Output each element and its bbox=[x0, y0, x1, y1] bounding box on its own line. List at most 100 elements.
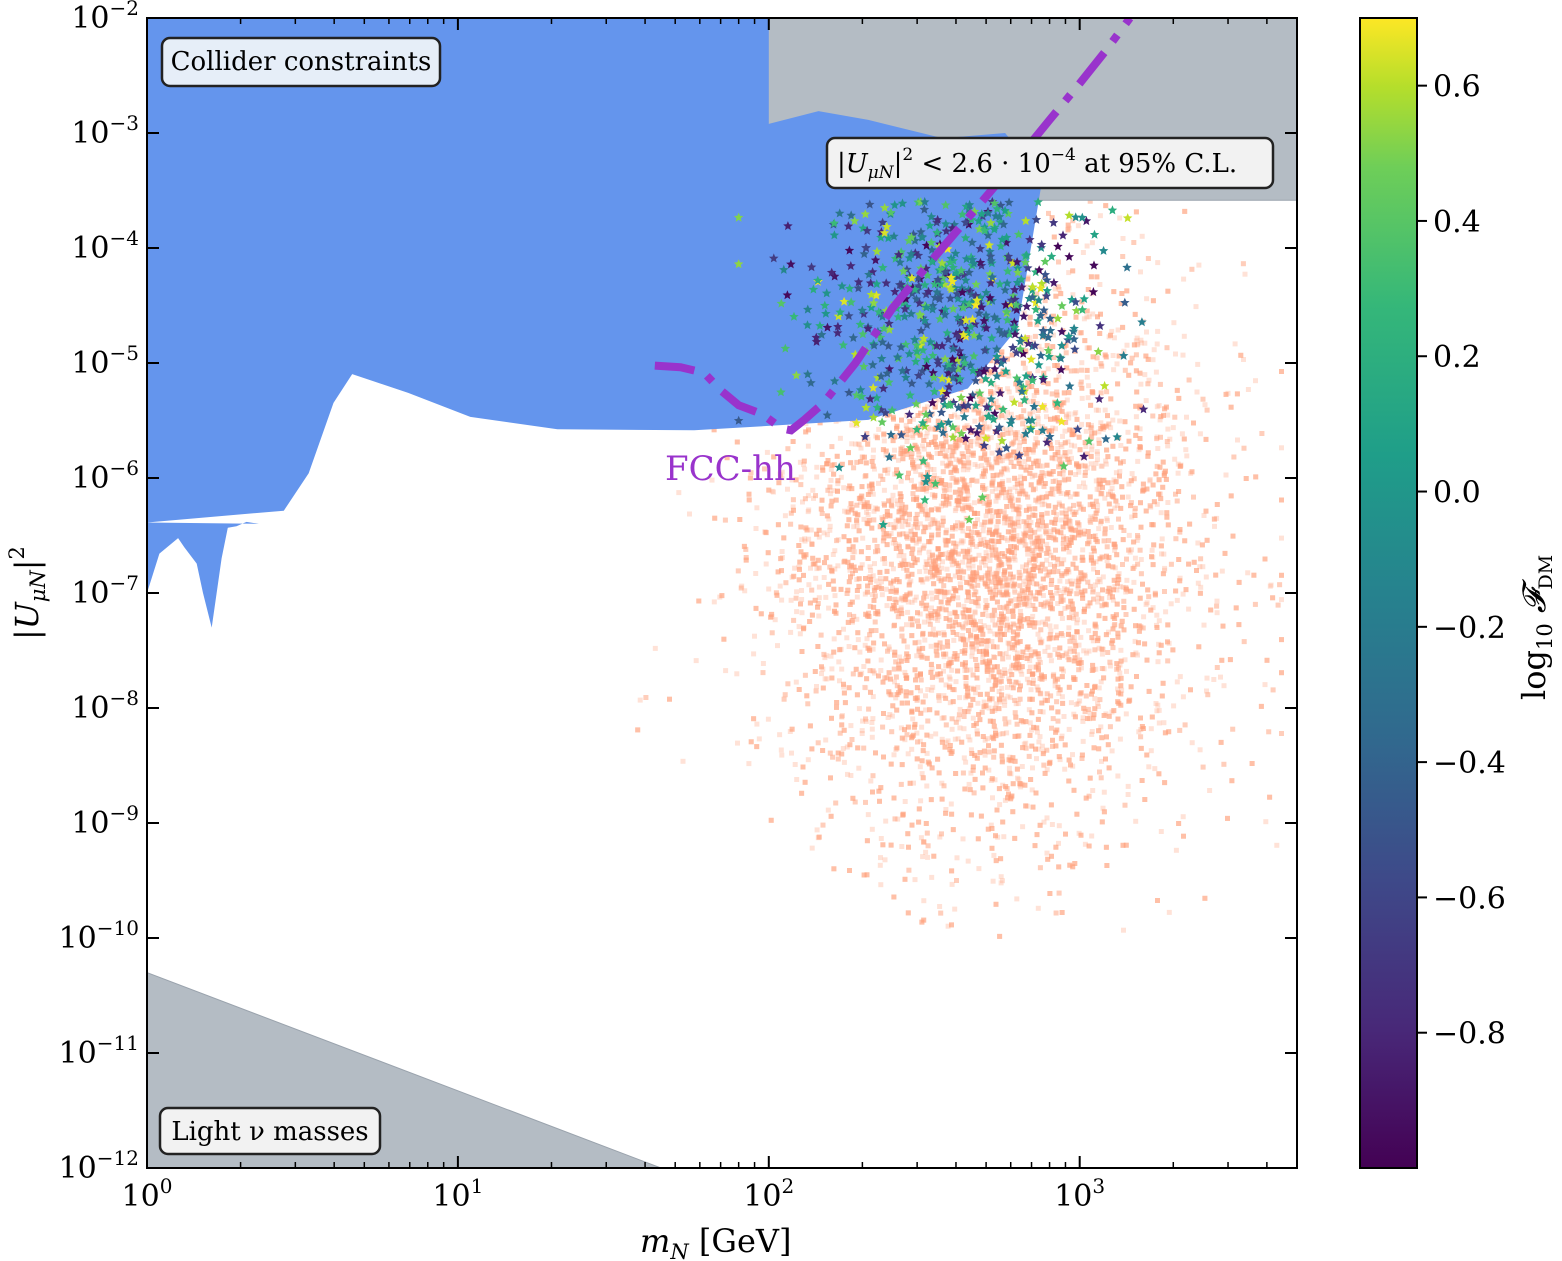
background-point bbox=[1258, 703, 1264, 709]
background-point bbox=[1095, 451, 1100, 457]
background-point bbox=[1025, 380, 1031, 386]
background-point bbox=[1054, 727, 1060, 733]
background-point bbox=[824, 461, 830, 467]
background-point bbox=[1144, 329, 1149, 335]
background-point bbox=[891, 666, 897, 672]
background-point bbox=[1015, 654, 1020, 660]
background-point bbox=[1009, 672, 1015, 678]
background-point bbox=[1109, 640, 1115, 646]
background-point bbox=[846, 486, 852, 492]
background-point bbox=[1033, 388, 1039, 393]
background-point bbox=[899, 735, 905, 741]
background-point bbox=[735, 740, 740, 746]
background-point bbox=[1026, 546, 1032, 552]
background-point bbox=[1118, 658, 1124, 664]
background-point bbox=[986, 530, 992, 536]
background-point bbox=[1148, 607, 1154, 613]
background-point bbox=[969, 478, 975, 483]
background-point bbox=[1086, 383, 1092, 389]
background-point bbox=[827, 750, 833, 756]
background-point bbox=[990, 476, 996, 482]
background-point bbox=[1176, 489, 1182, 494]
background-point bbox=[1101, 675, 1107, 681]
background-point bbox=[1126, 438, 1132, 444]
background-point bbox=[892, 447, 897, 453]
background-point bbox=[1006, 676, 1012, 682]
background-point bbox=[949, 868, 955, 874]
background-point bbox=[1012, 581, 1018, 587]
background-point bbox=[1053, 417, 1059, 423]
background-point bbox=[912, 442, 918, 448]
background-point bbox=[865, 583, 871, 589]
background-point bbox=[849, 441, 855, 447]
background-point bbox=[943, 497, 949, 503]
background-point bbox=[964, 407, 970, 413]
background-point bbox=[799, 597, 805, 602]
background-point bbox=[866, 504, 871, 510]
background-point bbox=[1137, 444, 1143, 449]
background-point bbox=[1056, 754, 1062, 760]
background-point bbox=[1084, 465, 1090, 471]
background-point bbox=[667, 696, 672, 702]
background-point bbox=[964, 598, 970, 603]
background-point bbox=[1142, 797, 1148, 802]
background-point bbox=[890, 540, 896, 546]
background-point bbox=[1120, 584, 1126, 590]
background-point bbox=[935, 756, 941, 762]
background-point bbox=[890, 703, 896, 709]
background-point bbox=[955, 569, 961, 575]
background-point bbox=[982, 573, 988, 579]
background-point bbox=[908, 616, 914, 622]
background-point bbox=[985, 502, 991, 508]
background-point bbox=[1034, 729, 1040, 735]
background-point bbox=[956, 712, 962, 718]
background-point bbox=[1092, 621, 1098, 627]
background-point bbox=[829, 569, 835, 575]
background-point bbox=[826, 516, 832, 522]
background-point bbox=[1027, 314, 1033, 320]
background-point bbox=[808, 565, 813, 571]
background-point bbox=[814, 474, 820, 480]
background-point bbox=[933, 483, 939, 489]
background-point bbox=[1080, 715, 1086, 721]
background-point bbox=[1058, 571, 1064, 577]
background-point bbox=[829, 568, 835, 573]
background-point bbox=[711, 599, 717, 605]
background-point bbox=[1197, 747, 1203, 753]
background-point bbox=[869, 481, 875, 487]
background-point bbox=[1043, 495, 1049, 501]
background-point bbox=[1030, 613, 1036, 619]
background-point bbox=[850, 795, 856, 801]
background-point bbox=[1002, 797, 1008, 803]
background-point bbox=[970, 453, 976, 458]
background-point bbox=[989, 482, 995, 488]
background-point bbox=[976, 866, 982, 872]
background-point bbox=[971, 723, 977, 728]
background-point bbox=[857, 499, 863, 505]
background-point bbox=[1017, 443, 1022, 449]
background-point bbox=[890, 585, 895, 591]
background-point bbox=[943, 651, 949, 657]
background-point bbox=[905, 536, 910, 541]
background-point bbox=[873, 505, 879, 511]
background-point bbox=[1023, 425, 1029, 431]
background-point bbox=[939, 796, 945, 802]
background-point bbox=[1041, 379, 1047, 385]
background-point bbox=[1099, 758, 1104, 764]
background-point bbox=[968, 747, 974, 753]
background-point bbox=[1121, 627, 1127, 633]
background-point bbox=[1161, 472, 1167, 478]
background-point bbox=[1115, 574, 1121, 580]
background-point bbox=[839, 461, 845, 467]
background-point bbox=[945, 499, 951, 505]
background-point bbox=[869, 525, 875, 531]
background-point bbox=[835, 537, 841, 543]
background-point bbox=[922, 637, 928, 643]
background-point bbox=[921, 595, 927, 601]
background-point bbox=[936, 664, 942, 670]
background-point bbox=[739, 583, 745, 589]
background-point bbox=[1024, 546, 1030, 552]
background-point bbox=[723, 668, 729, 674]
background-point bbox=[1143, 508, 1149, 514]
background-point bbox=[880, 679, 886, 685]
